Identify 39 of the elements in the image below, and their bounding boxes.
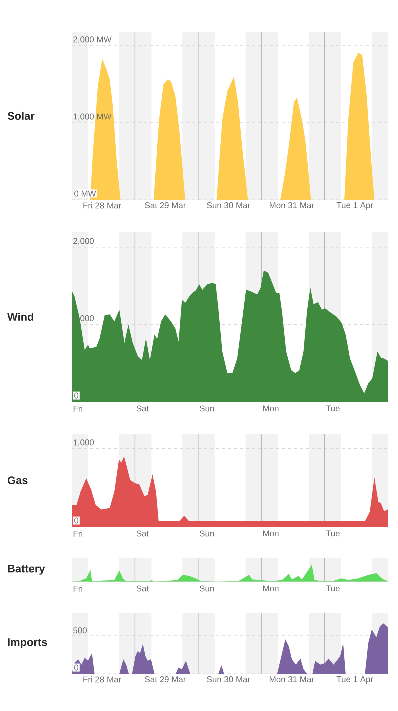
y-tick-label: 1,000 — [74, 440, 94, 447]
x-tick-label: Mon 31 Mar — [270, 676, 314, 683]
y-axis-title: Solar — [8, 112, 35, 120]
x-tick-label: Mon 31 Mar — [270, 202, 314, 209]
x-tick-label: Sat 29 Mar — [145, 202, 186, 209]
text: Tue — [326, 406, 340, 412]
text: Fri — [74, 530, 83, 537]
y-axis-title: Wind — [8, 312, 34, 322]
x-tick-label: Tue 1 Apr — [336, 202, 374, 210]
y-tick-label: 0 — [74, 392, 79, 399]
text: Sun — [200, 406, 214, 412]
y-tick-label: 2,000 — [74, 238, 94, 246]
text: Mon — [263, 406, 279, 412]
y-tick-label: 2,000 MW — [74, 36, 112, 44]
x-tick-label: Sun 30 Mar — [207, 202, 250, 209]
x-tick-label: Sun 30 Mar — [207, 676, 250, 683]
text: Sun — [200, 530, 214, 537]
text: Tue — [326, 530, 340, 537]
text: Tue — [326, 586, 340, 592]
y-tick-label: 0 — [74, 518, 79, 524]
y-axis-title: Gas — [8, 476, 28, 484]
text: Fri — [74, 586, 83, 592]
text: Sun — [200, 586, 214, 592]
x-tick-label: Fri 28 Mar — [84, 202, 122, 209]
y-tick-label: 0 MW — [74, 190, 96, 197]
text: Mon — [263, 530, 279, 537]
y-tick-label: 0 — [74, 664, 79, 671]
text: Sat — [136, 530, 150, 537]
text: Fri — [74, 406, 83, 412]
y-axis-title: Imports — [8, 638, 48, 648]
text: Mon — [263, 586, 279, 592]
x-tick-label: Sat 29 Mar — [145, 676, 186, 683]
y-axis-title: Battery — [8, 565, 46, 575]
text: Sat — [136, 406, 150, 412]
x-tick-label: Fri 28 Mar — [84, 676, 122, 683]
y-tick-label: 1,000 MW — [74, 114, 112, 121]
text: Sat — [136, 586, 150, 592]
x-tick-label: Tue 1 Apr — [336, 676, 374, 684]
y-tick-label: 500 — [74, 628, 87, 634]
